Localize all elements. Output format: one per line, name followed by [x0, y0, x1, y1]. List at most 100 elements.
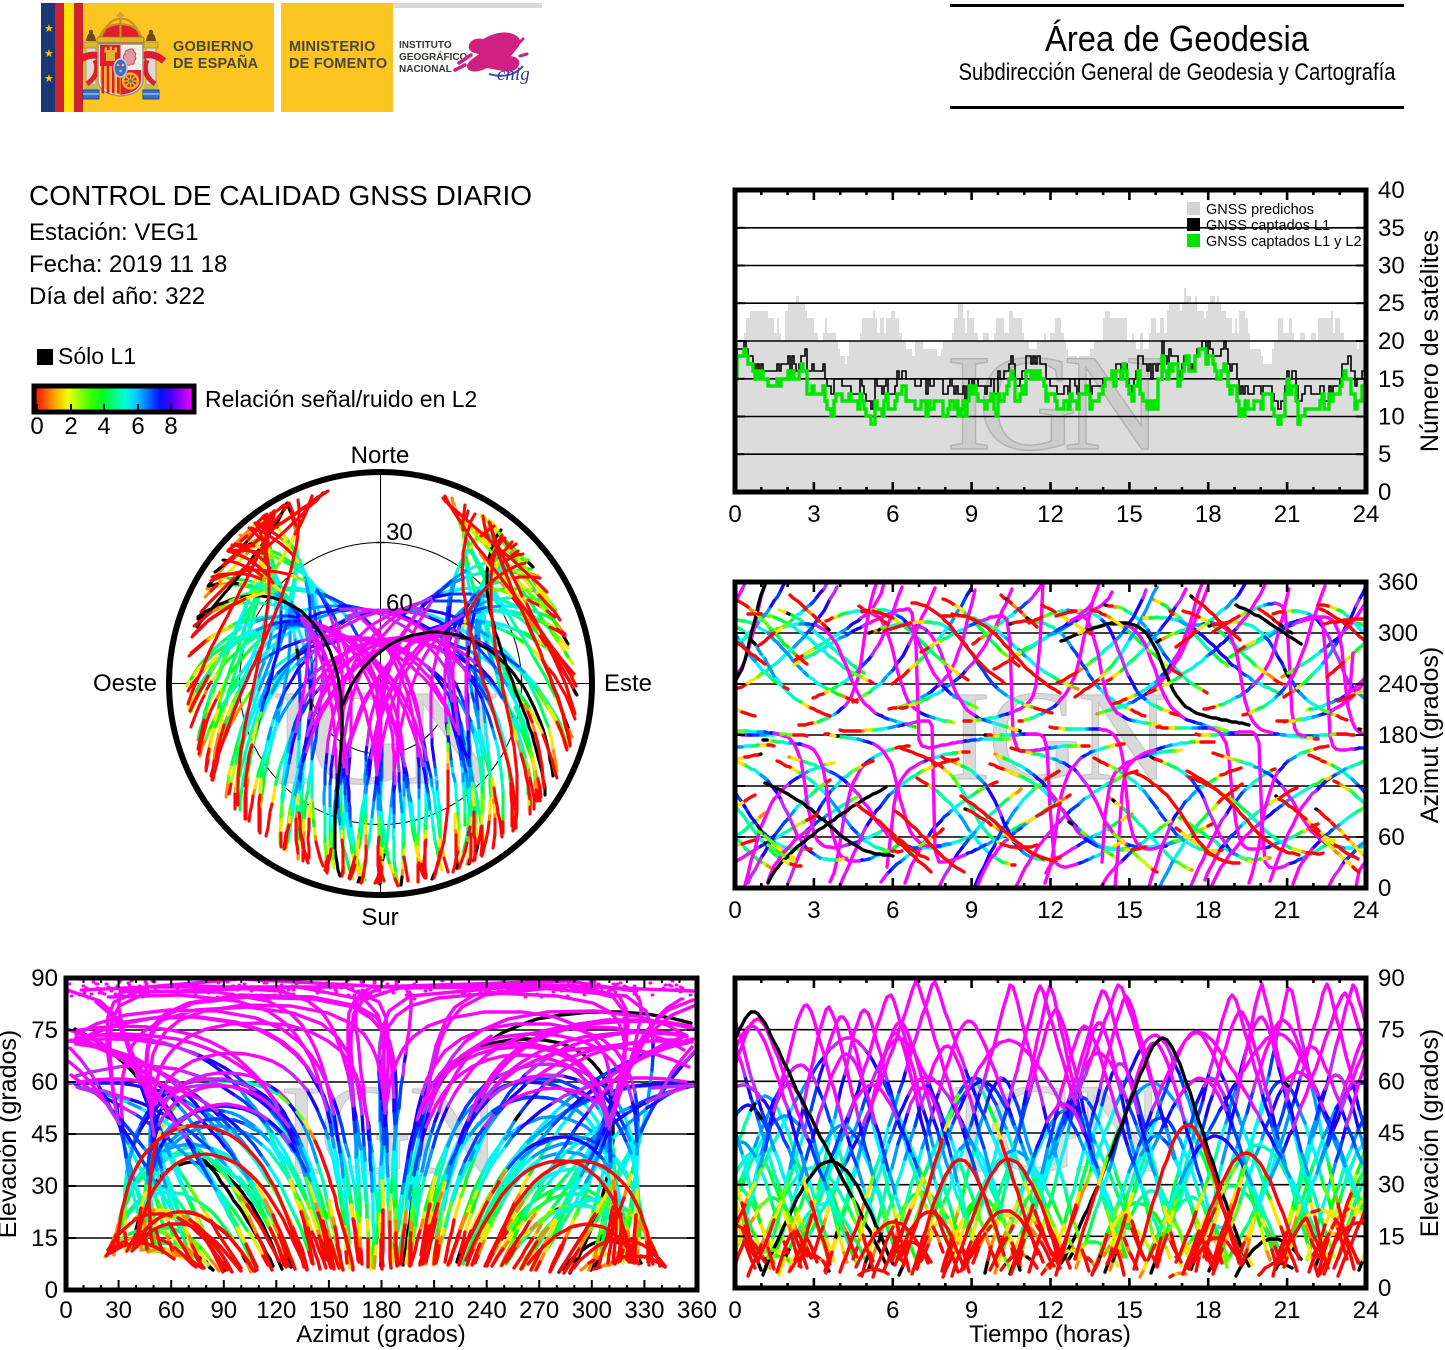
svg-text:30: 30: [1378, 253, 1405, 280]
svg-text:Subdirección General de Geodes: Subdirección General de Geodesia y Carto…: [959, 59, 1397, 86]
svg-text:90: 90: [1378, 965, 1405, 992]
svg-text:15: 15: [1116, 897, 1143, 924]
svg-text:0: 0: [59, 1297, 72, 1324]
svg-text:6: 6: [131, 413, 144, 440]
svg-text:20: 20: [1378, 328, 1405, 355]
svg-text:5: 5: [1378, 441, 1391, 468]
svg-text:15: 15: [1116, 1297, 1143, 1324]
svg-text:60: 60: [31, 1069, 58, 1096]
svg-text:3: 3: [807, 501, 820, 528]
svg-text:Oeste: Oeste: [93, 670, 157, 697]
svg-text:24: 24: [1353, 501, 1380, 528]
svg-text:0: 0: [1378, 1275, 1391, 1302]
svg-text:0: 0: [728, 501, 741, 528]
svg-text:Sur: Sur: [361, 904, 398, 931]
svg-text:4: 4: [97, 413, 110, 440]
svg-text:9: 9: [965, 1297, 978, 1324]
svg-text:180: 180: [1378, 722, 1418, 749]
svg-text:★: ★: [44, 23, 54, 35]
svg-text:210: 210: [414, 1297, 454, 1324]
svg-text:15: 15: [1378, 366, 1405, 393]
svg-text:18: 18: [1195, 501, 1222, 528]
svg-text:240: 240: [467, 1297, 507, 1324]
svg-text:0: 0: [1378, 479, 1391, 506]
svg-text:30: 30: [105, 1297, 132, 1324]
svg-text:24: 24: [1353, 897, 1380, 924]
svg-text:60: 60: [1378, 1068, 1405, 1095]
svg-text:75: 75: [1378, 1017, 1405, 1044]
svg-text:Día del año: 322: Día del año: 322: [29, 283, 205, 310]
svg-text:60: 60: [158, 1297, 185, 1324]
svg-text:MINISTERIO: MINISTERIO: [289, 39, 376, 55]
svg-text:45: 45: [31, 1121, 58, 1148]
svg-text:Elevación (grados): Elevación (grados): [0, 1030, 22, 1238]
svg-text:GNSS captados L1: GNSS captados L1: [1206, 218, 1330, 234]
svg-text:0: 0: [728, 897, 741, 924]
svg-text:Estación: VEG1: Estación: VEG1: [29, 219, 198, 246]
svg-text:330: 330: [624, 1297, 664, 1324]
svg-text:GNSS predichos: GNSS predichos: [1206, 202, 1314, 218]
svg-text:Este: Este: [604, 670, 652, 697]
svg-text:0: 0: [728, 1297, 741, 1324]
svg-text:8: 8: [164, 413, 177, 440]
svg-text:6: 6: [886, 501, 899, 528]
svg-text:GEOGRÁFICO: GEOGRÁFICO: [399, 50, 468, 63]
svg-text:18: 18: [1195, 1297, 1222, 1324]
svg-text:25: 25: [1378, 290, 1405, 317]
svg-text:40: 40: [1378, 177, 1405, 204]
svg-text:12: 12: [1037, 501, 1064, 528]
svg-text:75: 75: [31, 1017, 58, 1044]
svg-text:150: 150: [309, 1297, 349, 1324]
svg-text:30: 30: [1378, 1172, 1405, 1199]
svg-text:90: 90: [31, 965, 58, 992]
svg-text:Azimut (grados): Azimut (grados): [1416, 647, 1444, 823]
svg-text:180: 180: [361, 1297, 401, 1324]
svg-text:120: 120: [256, 1297, 296, 1324]
svg-text:45: 45: [1378, 1120, 1405, 1147]
svg-text:10: 10: [1378, 404, 1405, 431]
svg-text:360: 360: [1378, 569, 1418, 596]
svg-text:15: 15: [1378, 1223, 1405, 1250]
svg-text:Sólo L1: Sólo L1: [58, 343, 136, 369]
svg-text:240: 240: [1378, 671, 1418, 698]
svg-text:60: 60: [386, 590, 413, 617]
svg-text:0: 0: [1378, 875, 1391, 902]
svg-text:CONTROL DE CALIDAD GNSS DIARIO: CONTROL DE CALIDAD GNSS DIARIO: [29, 180, 532, 211]
svg-text:GNSS captados L1 y L2: GNSS captados L1 y L2: [1206, 234, 1362, 250]
svg-text:21: 21: [1274, 897, 1301, 924]
svg-text:0: 0: [45, 1277, 58, 1304]
svg-text:9: 9: [965, 897, 978, 924]
svg-text:60: 60: [1378, 824, 1405, 851]
svg-text:30: 30: [31, 1173, 58, 1200]
svg-text:Tiempo (horas): Tiempo (horas): [969, 1321, 1131, 1348]
svg-text:15: 15: [1116, 501, 1143, 528]
svg-text:Norte: Norte: [351, 442, 410, 469]
svg-text:6: 6: [886, 1297, 899, 1324]
svg-text:12: 12: [1037, 1297, 1064, 1324]
svg-text:DE ESPAÑA: DE ESPAÑA: [173, 54, 259, 72]
svg-text:9: 9: [965, 501, 978, 528]
svg-text:Fecha: 2019 11 18: Fecha: 2019 11 18: [29, 251, 227, 278]
svg-text:360: 360: [677, 1297, 717, 1324]
svg-text:DE FOMENTO: DE FOMENTO: [289, 56, 387, 72]
svg-text:21: 21: [1274, 501, 1301, 528]
svg-text:270: 270: [519, 1297, 559, 1324]
svg-text:Elevación (grados): Elevación (grados): [1416, 1029, 1444, 1237]
svg-text:3: 3: [807, 1297, 820, 1324]
svg-text:300: 300: [1378, 620, 1418, 647]
svg-text:6: 6: [886, 897, 899, 924]
svg-text:cnig: cnig: [497, 64, 530, 85]
svg-text:★: ★: [44, 48, 54, 60]
svg-text:120: 120: [1378, 773, 1418, 800]
svg-text:Relación señal/ruido en L2: Relación señal/ruido en L2: [205, 386, 477, 412]
svg-text:NACIONAL: NACIONAL: [399, 64, 452, 75]
svg-text:35: 35: [1378, 215, 1405, 242]
svg-text:15: 15: [31, 1225, 58, 1252]
svg-text:21: 21: [1274, 1297, 1301, 1324]
svg-text:Azimut (grados): Azimut (grados): [296, 1321, 465, 1348]
svg-text:★: ★: [44, 73, 54, 85]
svg-text:24: 24: [1353, 1297, 1380, 1324]
svg-text:12: 12: [1037, 897, 1064, 924]
svg-text:300: 300: [572, 1297, 612, 1324]
svg-text:Número de satélites: Número de satélites: [1416, 230, 1444, 452]
